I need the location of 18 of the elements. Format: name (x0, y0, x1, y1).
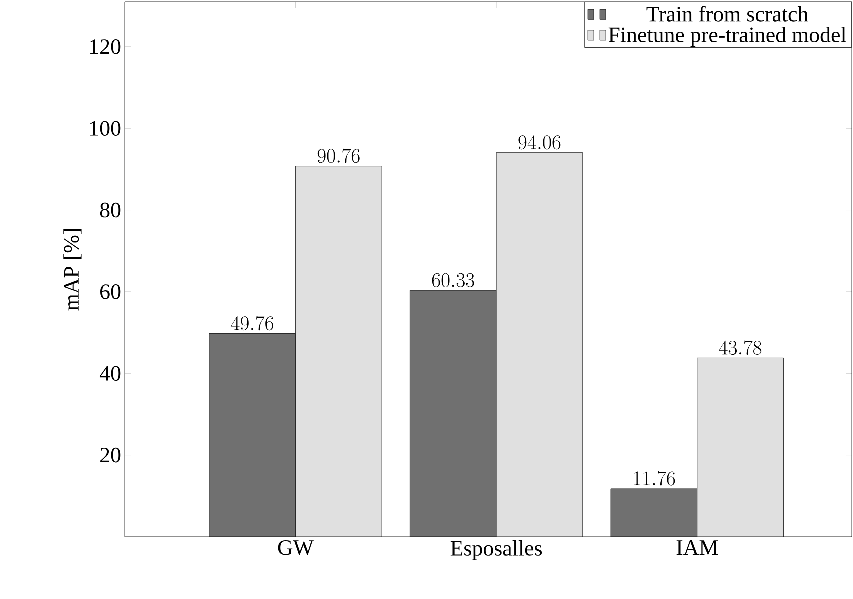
data-label: 49.76 (231, 316, 274, 331)
y-tick-label: 100 (90, 121, 121, 136)
y-tick-label: 80 (100, 202, 121, 218)
x-tick-label: Esposalles (450, 540, 542, 560)
legend-label: Finetune pre-trained model (608, 27, 846, 47)
data-label: 60.33 (432, 273, 474, 288)
data-label: 43.78 (719, 340, 762, 355)
data-label: 94.06 (518, 136, 561, 150)
data-label: 90.76 (318, 148, 360, 164)
y-tick-label: 60 (100, 284, 121, 300)
y-tick-label: 20 (100, 448, 121, 463)
y-axis-title: mAP [%] (64, 229, 82, 311)
y-tick-label: 40 (100, 366, 121, 382)
x-tick-label: GW (278, 540, 314, 556)
legend-label: Train from scratch (646, 6, 808, 22)
y-tick-label: 120 (90, 40, 121, 54)
x-tick-label: IAM (676, 540, 718, 555)
data-label: 11 .76 (634, 471, 676, 486)
